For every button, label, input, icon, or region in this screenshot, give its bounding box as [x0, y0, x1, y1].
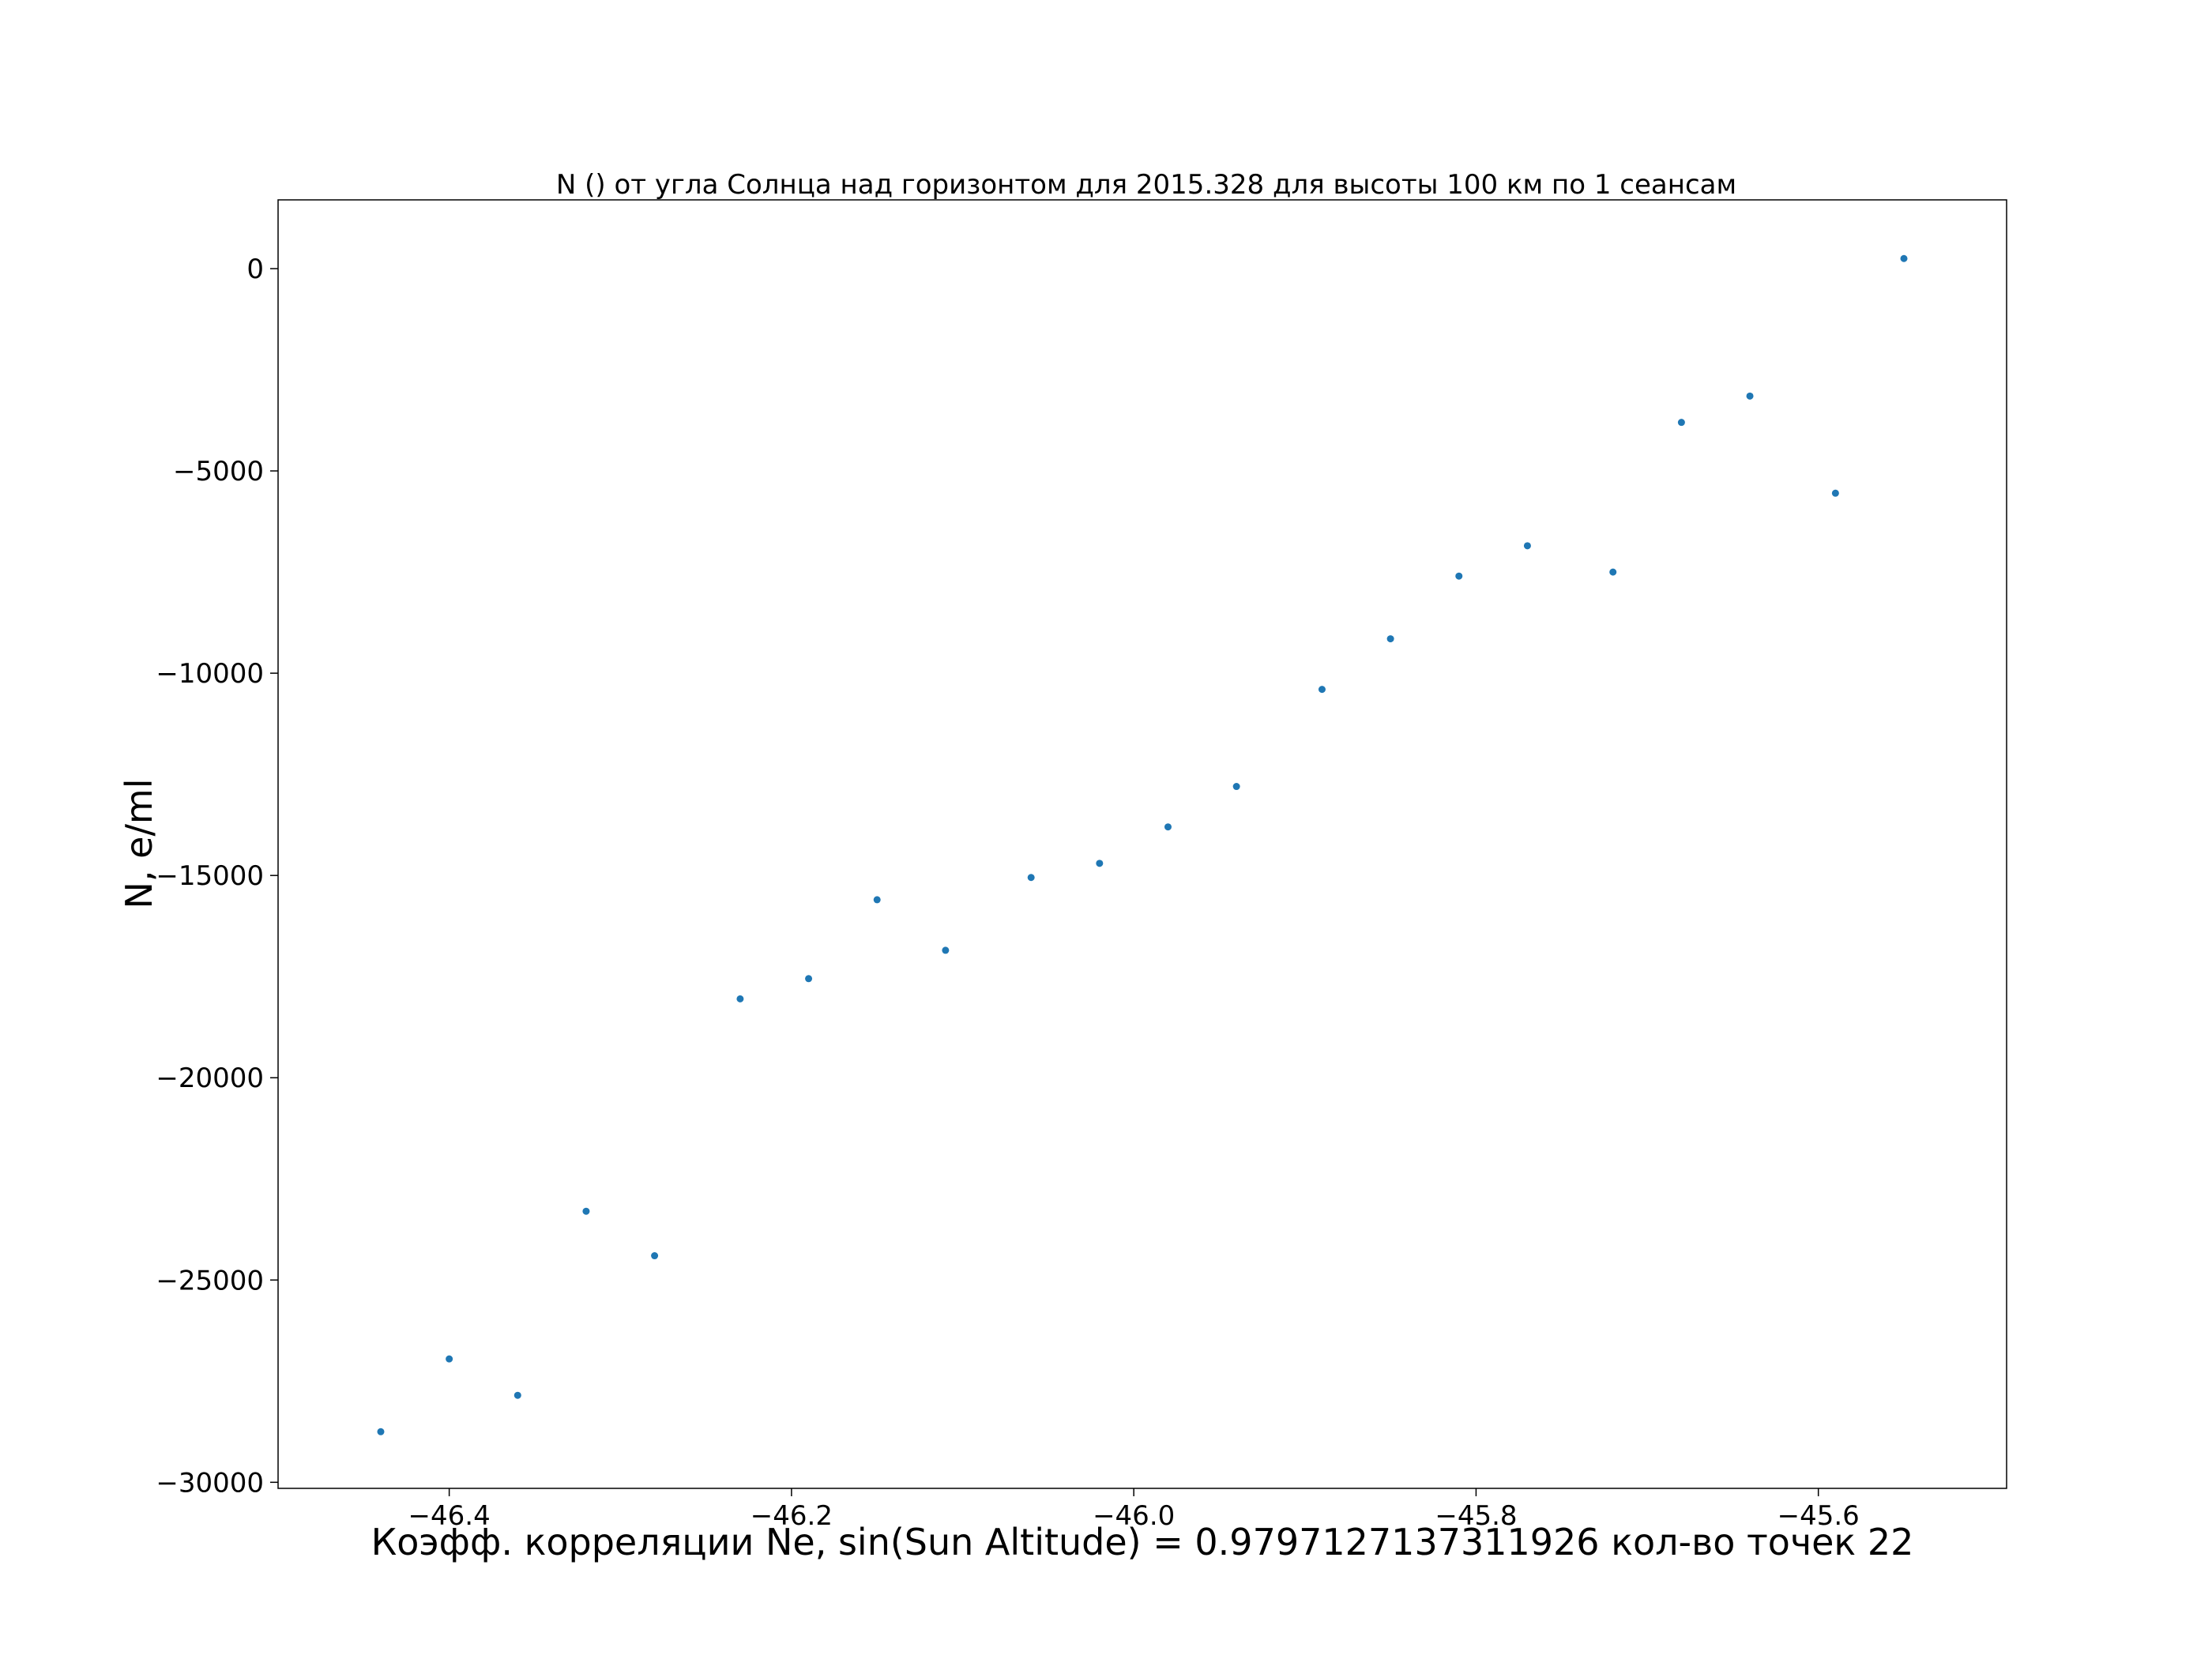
- data-point: [873, 896, 881, 904]
- data-point: [805, 975, 813, 983]
- data-point: [1831, 489, 1839, 497]
- data-point: [1746, 392, 1754, 400]
- y-tick-label: −20000: [156, 1063, 264, 1094]
- data-points: [377, 254, 1908, 1435]
- data-point: [736, 995, 744, 1003]
- x-axis-ticks: −46.4 −46.2 −46.0 −45.8 −45.6: [408, 1488, 1860, 1532]
- plot-frame: [277, 199, 2007, 1489]
- data-point: [1609, 568, 1617, 576]
- data-point: [377, 1428, 385, 1435]
- data-point: [1523, 542, 1531, 550]
- data-point: [514, 1391, 521, 1399]
- data-point: [446, 1355, 453, 1363]
- data-point: [1900, 254, 1908, 262]
- data-point: [1318, 686, 1326, 694]
- data-point: [582, 1207, 590, 1215]
- x-tick-label: −46.2: [750, 1500, 833, 1532]
- data-point: [1455, 572, 1463, 580]
- data-point: [1164, 823, 1172, 831]
- y-tick-label: −15000: [156, 860, 264, 892]
- y-tick-label: −30000: [156, 1467, 264, 1499]
- y-tick-label: −5000: [173, 456, 264, 487]
- data-point: [1232, 783, 1240, 791]
- data-point: [651, 1252, 659, 1260]
- data-point: [1677, 419, 1685, 427]
- y-axis-ticks: 0 −5000 −10000 −15000 −20000 −25000 −30000: [156, 254, 278, 1499]
- y-tick-label: 0: [246, 254, 264, 285]
- y-tick-label: −10000: [156, 658, 264, 690]
- x-tick-label: −45.8: [1435, 1500, 1517, 1532]
- x-tick-label: −46.4: [408, 1500, 491, 1532]
- x-tick-label: −46.0: [1093, 1500, 1175, 1532]
- y-axis-label: N, e/ml: [118, 778, 160, 908]
- data-point: [1386, 635, 1394, 643]
- y-tick-label: −25000: [156, 1265, 264, 1296]
- data-point: [1096, 860, 1104, 867]
- data-point: [1027, 874, 1035, 882]
- x-tick-label: −45.6: [1778, 1500, 1860, 1532]
- data-point: [942, 946, 950, 954]
- x-axis-label: Коэфф. корреляции Ne, sin(Sun Altitude) …: [371, 1521, 1914, 1563]
- chart-title: N () от угла Солнца над горизонтом для 2…: [556, 169, 1736, 201]
